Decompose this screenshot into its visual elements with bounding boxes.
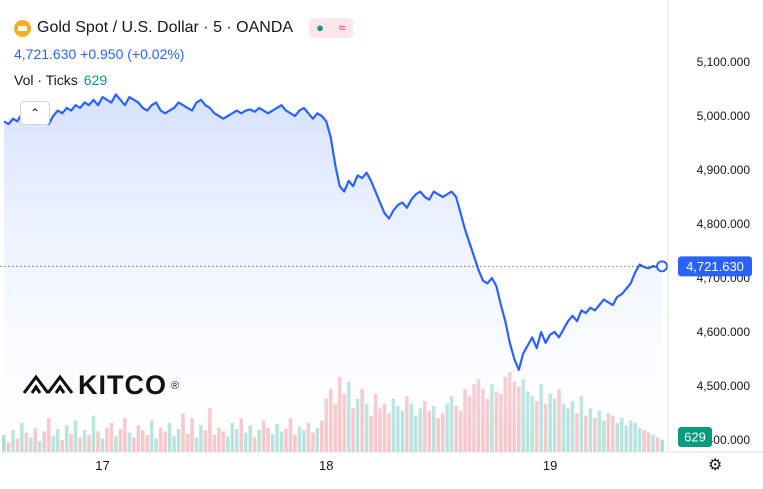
- price-axis: 5,100.0005,000.0004,900.0004,800.0004,70…: [697, 55, 751, 447]
- symbol-title-row[interactable]: Gold Spot / U.S. Dollar · 5 · OANDA ● ≈: [14, 18, 354, 38]
- price-line: [3, 93, 663, 371]
- volume-badge-text: 629: [684, 430, 706, 445]
- time-tick-label: 18: [319, 458, 333, 473]
- volume-label: Vol · Ticks: [14, 72, 78, 88]
- last-price-dot: [656, 260, 668, 273]
- kitco-mark-icon: [22, 374, 74, 394]
- volume-value: 629: [83, 72, 108, 88]
- price-tick-label: 4,800.000: [697, 217, 751, 231]
- axis-badges: 4,721.630 629: [678, 256, 752, 447]
- volume-badge: 629: [678, 427, 712, 447]
- collapse-legend-button[interactable]: ⌃: [20, 101, 50, 125]
- symbol-title[interactable]: Gold Spot / U.S. Dollar · 5 · OANDA: [37, 19, 294, 36]
- gold-coin-icon: [14, 19, 31, 37]
- last-price-badge-text: 4,721.630: [686, 259, 744, 274]
- market-open-icon[interactable]: ●: [309, 18, 332, 38]
- status-badges[interactable]: ● ≈: [309, 18, 354, 38]
- price-tick-label: 4,900.000: [697, 163, 751, 177]
- kitco-logo: KITCO ®: [22, 370, 179, 401]
- price-tick-label: 4,500.000: [697, 379, 751, 393]
- price-tick-label: 4,600.000: [697, 325, 751, 339]
- price-tick-label: 5,100.000: [697, 55, 751, 69]
- time-tick-label: 19: [543, 458, 557, 473]
- time-axis: 17181920: [95, 458, 557, 473]
- wave-icon[interactable]: ≈: [331, 18, 354, 38]
- price-tick-label: 5,000.000: [697, 109, 751, 123]
- last-price-badge: 4,721.630: [678, 256, 752, 277]
- gear-icon[interactable]: ⚙: [708, 457, 723, 474]
- time-tick-label: 17: [95, 458, 109, 473]
- price-area: [4, 94, 662, 453]
- kitco-wordmark: KITCO: [78, 370, 167, 400]
- registered-mark: ®: [171, 379, 180, 392]
- price-change-text: 4,721.630 +0.950 (+0.02%): [14, 46, 185, 62]
- volume-legend[interactable]: Vol · Ticks 629: [14, 72, 107, 88]
